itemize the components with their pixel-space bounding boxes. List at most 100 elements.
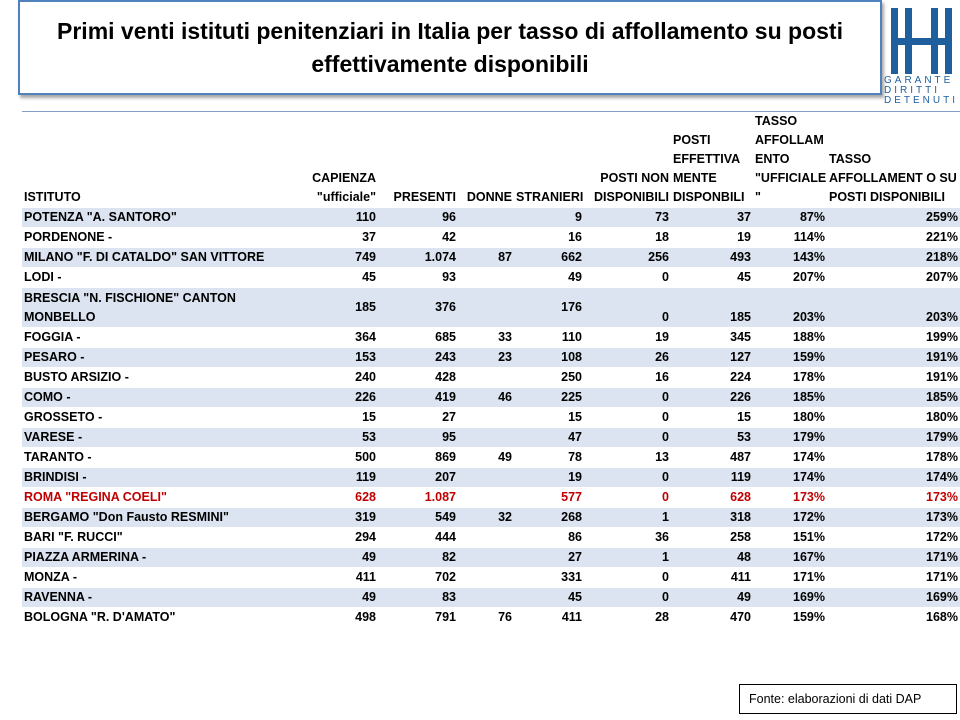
cell-posti-effettivamente-disponibili: 15 [671, 407, 753, 428]
cell-donne [458, 547, 514, 568]
cell-posti-non-disponibili: 256 [584, 247, 671, 268]
cell-donne: 76 [458, 607, 514, 628]
cell-tasso-ufficiale: 203% [753, 287, 827, 328]
cell-posti-non-disponibili: 36 [584, 527, 671, 548]
cell-tasso-disponibili: 171% [827, 547, 960, 568]
cell-tasso-ufficiale: 174% [753, 467, 827, 488]
cell-stranieri: 47 [514, 427, 584, 448]
cell-tasso-disponibili: 203% [827, 287, 960, 328]
cell-tasso-disponibili: 185% [827, 387, 960, 408]
col-header-presenti: PRESENTI [393, 190, 456, 204]
cell-posti-effettivamente-disponibili: 48 [671, 547, 753, 568]
cell-presenti: 419 [378, 387, 458, 408]
cell-stranieri: 577 [514, 487, 584, 508]
table-header-row: ISTITUTO CAPIENZA "ufficiale" PRESENTI D… [22, 112, 960, 208]
cell-donne: 32 [458, 507, 514, 528]
source-note: Fonte: elaborazioni di dati DAP [739, 684, 957, 714]
table-row: BARI "F. RUCCI" 294 444 86 36 258 151% 172% [22, 527, 960, 548]
cell-capienza: 110 [306, 208, 378, 228]
cell-posti-effettivamente-disponibili: 226 [671, 387, 753, 408]
cell-posti-effettivamente-disponibili: 45 [671, 267, 753, 288]
cell-capienza: 49 [306, 587, 378, 608]
cell-posti-non-disponibili: 18 [584, 227, 671, 248]
cell-presenti: 207 [378, 467, 458, 488]
cell-istituto: PORDENONE - [22, 227, 306, 248]
cell-capienza: 15 [306, 407, 378, 428]
cell-presenti: 27 [378, 407, 458, 428]
table-row: PESARO -153 243 23 108 26 127 159% 191% [22, 347, 960, 368]
cell-donne: 46 [458, 387, 514, 408]
cell-stranieri: 78 [514, 447, 584, 468]
cell-posti-effettivamente-disponibili: 37 [671, 208, 753, 228]
cell-istituto: MILANO "F. DI CATALDO" SAN VITTORE [22, 247, 306, 268]
header-divider [22, 111, 960, 112]
cell-tasso-ufficiale: 171% [753, 567, 827, 588]
col-header-posti-non-disponibili: POSTI NON DISPONIBILI [593, 171, 669, 204]
cell-posti-non-disponibili: 0 [584, 567, 671, 588]
cell-tasso-disponibili: 180% [827, 407, 960, 428]
cell-posti-non-disponibili: 0 [584, 387, 671, 408]
cell-presenti: 1.074 [378, 247, 458, 268]
col-header-tasso-disponibili: TASSO AFFOLLAMENT O SU POSTI DISPONIBILI [829, 152, 957, 204]
cell-posti-effettivamente-disponibili: 493 [671, 247, 753, 268]
cell-capienza: 628 [306, 487, 378, 508]
cell-istituto: TARANTO - [22, 447, 306, 468]
table-row: LODI -45 93 49 0 45 207% 207% [22, 267, 960, 288]
cell-presenti: 95 [378, 427, 458, 448]
cell-donne: 87 [458, 247, 514, 268]
cell-presenti: 428 [378, 367, 458, 388]
cell-istituto: POTENZA "A. SANTORO" [22, 208, 306, 228]
cell-posti-non-disponibili: 16 [584, 367, 671, 388]
cell-stranieri: 176 [514, 287, 584, 328]
cell-stranieri: 49 [514, 267, 584, 288]
cell-posti-non-disponibili: 0 [584, 407, 671, 428]
table-row: VARESE -53 95 47 0 53 179% 179% [22, 427, 960, 448]
table-row: BRESCIA "N. FISCHIONE" CANTON MONBELLO 18… [22, 287, 960, 328]
cell-donne [458, 427, 514, 448]
cell-presenti: 42 [378, 227, 458, 248]
cell-stranieri: 110 [514, 327, 584, 348]
cell-tasso-ufficiale: 179% [753, 427, 827, 448]
col-header-istituto: ISTITUTO [24, 190, 81, 204]
cell-tasso-disponibili: 173% [827, 507, 960, 528]
cell-tasso-ufficiale: 87% [753, 208, 827, 228]
cell-istituto: MONZA - [22, 567, 306, 588]
cell-posti-effettivamente-disponibili: 19 [671, 227, 753, 248]
cell-posti-non-disponibili: 0 [584, 267, 671, 288]
cell-posti-non-disponibili: 1 [584, 507, 671, 528]
cell-presenti: 791 [378, 607, 458, 628]
cell-posti-non-disponibili: 0 [584, 487, 671, 508]
table-row: MONZA -411 702 331 0 411 171% 171% [22, 567, 960, 588]
cell-posti-effettivamente-disponibili: 119 [671, 467, 753, 488]
cell-tasso-ufficiale: 114% [753, 227, 827, 248]
table-row: GROSSETO -15 27 15 0 15 180% 180% [22, 407, 960, 428]
cell-presenti: 685 [378, 327, 458, 348]
cell-stranieri: 27 [514, 547, 584, 568]
cell-istituto: BARI "F. RUCCI" [22, 527, 306, 548]
cell-posti-non-disponibili: 19 [584, 327, 671, 348]
cell-posti-non-disponibili: 0 [584, 587, 671, 608]
cell-tasso-ufficiale: 180% [753, 407, 827, 428]
cell-donne [458, 267, 514, 288]
cell-istituto: PIAZZA ARMERINA - [22, 547, 306, 568]
cell-istituto: PESARO - [22, 347, 306, 368]
cell-tasso-ufficiale: 159% [753, 347, 827, 368]
table-row: MILANO "F. DI CATALDO" SAN VITTORE 749 1.0… [22, 247, 960, 268]
cell-posti-effettivamente-disponibili: 345 [671, 327, 753, 348]
cell-stranieri: 250 [514, 367, 584, 388]
cell-posti-effettivamente-disponibili: 258 [671, 527, 753, 548]
cell-tasso-ufficiale: 207% [753, 267, 827, 288]
cell-capienza: 119 [306, 467, 378, 488]
cell-tasso-disponibili: 179% [827, 427, 960, 448]
cell-tasso-disponibili: 259% [827, 208, 960, 228]
cell-stranieri: 86 [514, 527, 584, 548]
cell-presenti: 549 [378, 507, 458, 528]
cell-tasso-ufficiale: 167% [753, 547, 827, 568]
table-row: FOGGIA -364 685 33 110 19 345 188% 199% [22, 327, 960, 348]
col-header-donne: DONNE [466, 190, 512, 204]
cell-posti-effettivamente-disponibili: 224 [671, 367, 753, 388]
cell-capienza: 294 [306, 527, 378, 548]
cell-stranieri: 331 [514, 567, 584, 588]
cell-capienza: 364 [306, 327, 378, 348]
cell-tasso-disponibili: 171% [827, 567, 960, 588]
